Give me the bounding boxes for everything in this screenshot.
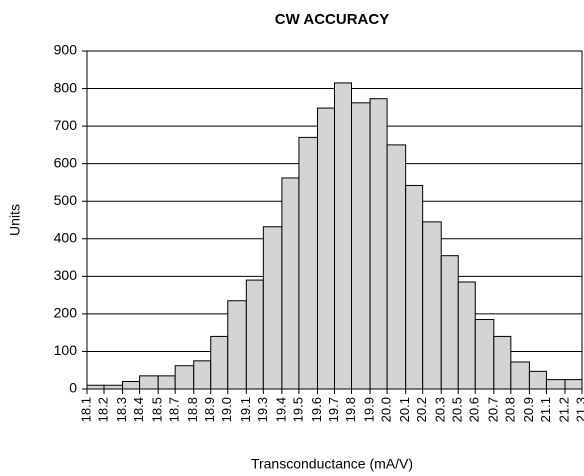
x-tick-label: 19.1 <box>238 397 253 422</box>
x-tick-label: 19.5 <box>290 397 305 422</box>
x-tick-label: 20.8 <box>502 397 517 422</box>
bar <box>122 380 141 390</box>
x-tick-label: 19.7 <box>326 397 341 422</box>
bar <box>227 300 247 390</box>
bar <box>545 379 566 390</box>
x-tick-label: 18.7 <box>167 397 182 422</box>
x-tick-label: 18.3 <box>114 397 129 422</box>
x-tick-label: 20.0 <box>379 397 394 422</box>
x-tick-label: 19.3 <box>255 397 270 422</box>
x-tick-label: 21.3 <box>573 397 584 422</box>
bar <box>457 281 476 390</box>
x-tick-label: 20.6 <box>467 397 482 422</box>
bar <box>86 384 105 390</box>
bar <box>528 370 547 390</box>
bar <box>281 177 300 390</box>
bar <box>422 221 442 390</box>
y-tick-label: 400 <box>54 229 78 245</box>
bar <box>262 226 283 390</box>
x-tick-label: 18.5 <box>150 397 165 422</box>
x-tick-label: 19.9 <box>362 397 377 422</box>
x-tick-label: 18.2 <box>95 397 110 422</box>
x-tick-label: 19.8 <box>343 397 358 422</box>
bar <box>564 379 583 390</box>
x-axis-label: Transconductance (mA/V) <box>251 456 413 472</box>
x-tick-label: 18.8 <box>185 397 200 422</box>
x-tick-label: 20.3 <box>433 397 448 422</box>
y-tick-label: 900 <box>54 42 78 58</box>
x-tick-label: 20.7 <box>485 397 500 422</box>
y-tick-label: 500 <box>54 192 78 208</box>
x-tick-label: 20.1 <box>397 397 412 422</box>
x-tick-label: 18.9 <box>202 397 217 422</box>
plot-frame <box>86 50 583 390</box>
bar <box>298 136 318 390</box>
bar <box>245 279 264 390</box>
bar <box>369 98 388 390</box>
bar <box>210 335 229 390</box>
bar <box>157 375 176 390</box>
bar <box>139 375 159 390</box>
y-tick-label: 0 <box>69 380 77 396</box>
x-tick-label: 20.5 <box>450 397 465 422</box>
bar <box>174 365 195 390</box>
y-tick-label: 700 <box>54 117 78 133</box>
y-axis-label: Units <box>7 204 23 236</box>
bar <box>193 360 212 390</box>
y-tick-label: 600 <box>54 154 78 170</box>
bar <box>334 82 353 390</box>
y-tick-label: 100 <box>54 342 78 358</box>
bar <box>405 184 424 390</box>
bar <box>103 384 124 390</box>
bar <box>386 144 407 390</box>
y-tick-label: 300 <box>54 267 78 283</box>
x-tick-label: 21.1 <box>538 397 553 422</box>
x-tick-label: 20.2 <box>414 397 429 422</box>
x-tick-label: 20.9 <box>521 397 536 422</box>
bar <box>316 107 335 390</box>
x-tick-label: 19.6 <box>309 397 324 422</box>
y-tick-label: 200 <box>54 305 78 321</box>
x-tick-label: 18.4 <box>131 397 146 422</box>
bar <box>440 255 459 390</box>
x-tick-label: 21.2 <box>556 397 571 422</box>
bar <box>493 335 512 390</box>
x-tick-label: 19.4 <box>273 397 288 422</box>
x-tick-label: 19.0 <box>219 397 234 422</box>
x-tick-label: 18.1 <box>78 397 93 422</box>
bar <box>351 102 371 390</box>
chart-title: CW ACCURACY <box>275 11 389 28</box>
bar <box>510 361 530 390</box>
bar <box>474 319 495 390</box>
y-tick-label: 800 <box>54 79 78 95</box>
